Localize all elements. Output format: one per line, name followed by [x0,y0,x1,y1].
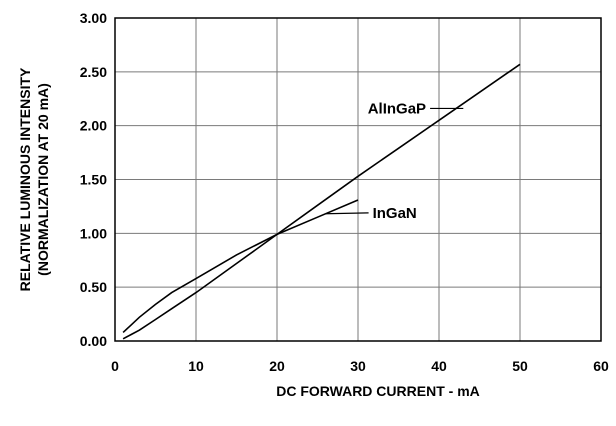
y-tick-label: 0.50 [80,279,107,295]
y-axis-title-line-1: RELATIVE LUMINOUS INTENSITY [17,67,33,291]
x-tick-label: 50 [512,358,528,374]
series-labels: AlInGaP InGaN [325,100,464,222]
x-axis-title: DC FORWARD CURRENT - mA [276,383,480,399]
y-tick-label: 1.50 [80,172,107,188]
label-leader [325,212,369,215]
plot-frame [114,17,602,342]
x-tick-label: 30 [350,358,366,374]
y-tick-label: 0.00 [80,333,107,349]
series-line-ingan [122,199,359,333]
series-label-alingap: AlInGaP [368,100,426,117]
x-tick-label: 0 [111,358,119,374]
grid [115,18,601,341]
x-tick-label: 10 [188,358,204,374]
series-layer [122,63,521,340]
y-axis-title: RELATIVE LUMINOUS INTENSITY (NORMALIZATI… [17,67,51,291]
x-tick-label: 40 [431,358,447,374]
y-tick-labels: 0.00 0.50 1.00 1.50 2.00 2.50 3.00 [80,10,107,349]
series-line-alingap [122,63,521,340]
x-tick-label: 20 [269,358,285,374]
y-tick-label: 1.00 [80,225,107,241]
y-tick-label: 3.00 [80,10,107,26]
series-label-ingan: InGaN [373,205,417,222]
y-tick-label: 2.50 [80,64,107,80]
x-tick-label: 60 [593,358,609,374]
y-axis-title-line-2: (NORMALIZATION AT 20 mA) [35,83,51,276]
x-tick-labels: 0 10 20 30 40 50 60 [111,358,609,374]
y-tick-label: 2.00 [80,118,107,134]
